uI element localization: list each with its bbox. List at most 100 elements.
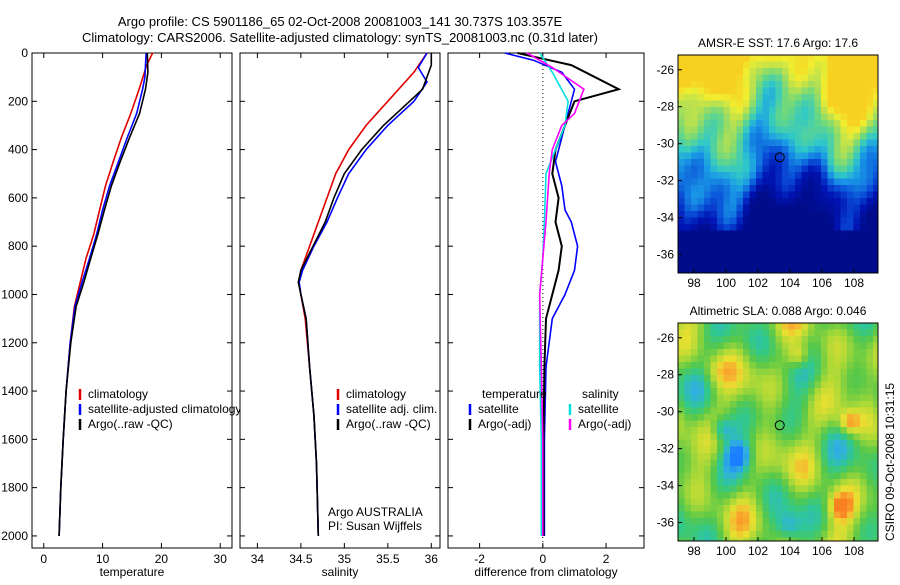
map-cell bbox=[704, 74, 712, 82]
map-cell bbox=[860, 472, 868, 480]
x-tick-label: 34 bbox=[251, 552, 265, 566]
map-cell bbox=[860, 100, 868, 108]
map-cell bbox=[684, 152, 692, 160]
map-cell bbox=[762, 375, 770, 383]
map-cell bbox=[775, 94, 783, 102]
map-cell bbox=[821, 113, 829, 121]
map-cell bbox=[782, 74, 790, 82]
map-cell bbox=[788, 191, 796, 199]
map-cell bbox=[814, 336, 822, 344]
map-cell bbox=[775, 505, 783, 513]
map-cell bbox=[756, 537, 764, 541]
map-cell bbox=[730, 420, 738, 428]
map-cell bbox=[736, 446, 744, 454]
map-cell bbox=[782, 349, 790, 357]
map-cell bbox=[691, 355, 699, 363]
map-cell bbox=[840, 466, 848, 474]
map-cell bbox=[801, 61, 809, 69]
map-cell bbox=[756, 472, 764, 480]
map-cell bbox=[710, 498, 718, 506]
map-cell bbox=[730, 381, 738, 389]
map-cell bbox=[743, 68, 751, 76]
map-cell bbox=[710, 230, 718, 238]
map-cell bbox=[762, 511, 770, 519]
map-cell bbox=[749, 368, 757, 376]
map-cell bbox=[853, 178, 861, 186]
map-cell bbox=[736, 191, 744, 199]
map-cell bbox=[840, 362, 848, 370]
map-cell bbox=[821, 375, 829, 383]
map-cell bbox=[808, 191, 816, 199]
map-cell bbox=[723, 211, 731, 219]
map-cell bbox=[762, 172, 770, 180]
map-cell bbox=[684, 524, 692, 532]
map-cell bbox=[749, 178, 757, 186]
map-cell bbox=[795, 472, 803, 480]
map-cell bbox=[775, 446, 783, 454]
map-cell bbox=[847, 87, 855, 95]
map-cell bbox=[769, 68, 777, 76]
map-cell bbox=[866, 492, 874, 500]
map-cell bbox=[782, 191, 790, 199]
map-cell bbox=[762, 349, 770, 357]
map-cell bbox=[827, 485, 835, 493]
map-cell bbox=[853, 211, 861, 219]
map-cell bbox=[684, 342, 692, 350]
x-tick-label: 106 bbox=[812, 544, 832, 558]
map-cell bbox=[710, 256, 718, 264]
map-cell bbox=[717, 440, 725, 448]
map-cell bbox=[866, 420, 874, 428]
map-cell bbox=[795, 224, 803, 232]
map-cell bbox=[710, 524, 718, 532]
map-cell bbox=[788, 152, 796, 160]
map-cell bbox=[814, 81, 822, 89]
map-cell bbox=[684, 204, 692, 212]
map-cell bbox=[834, 420, 842, 428]
map-cell bbox=[717, 472, 725, 480]
map-cell bbox=[853, 107, 861, 115]
map-cell bbox=[801, 269, 809, 273]
x-tick-label: 30 bbox=[214, 552, 228, 566]
y-tick-label: 800 bbox=[8, 239, 28, 253]
map-cell bbox=[782, 329, 790, 337]
map-cell bbox=[691, 479, 699, 487]
map-cell bbox=[808, 394, 816, 402]
map-cell bbox=[710, 250, 718, 258]
map-cell bbox=[801, 191, 809, 199]
y-tick-label: 1600 bbox=[1, 432, 28, 446]
map-cell bbox=[795, 453, 803, 461]
map-cell bbox=[866, 401, 874, 409]
map-cell bbox=[717, 120, 725, 128]
map-cell bbox=[827, 362, 835, 370]
map-cell bbox=[775, 217, 783, 225]
map-cell bbox=[821, 61, 829, 69]
map-cell bbox=[840, 120, 848, 128]
map-cell bbox=[710, 420, 718, 428]
map-cell bbox=[782, 185, 790, 193]
map-cell bbox=[756, 61, 764, 69]
map-cell bbox=[762, 263, 770, 271]
map-cell bbox=[795, 505, 803, 513]
map-cell bbox=[860, 479, 868, 487]
map-cell bbox=[730, 178, 738, 186]
map-cell bbox=[730, 94, 738, 102]
map-cell bbox=[743, 185, 751, 193]
map-cell bbox=[840, 152, 848, 160]
map-cell bbox=[678, 217, 686, 225]
map-cell bbox=[717, 342, 725, 350]
map-cell bbox=[775, 107, 783, 115]
map-cell bbox=[723, 511, 731, 519]
map-cell bbox=[788, 388, 796, 396]
x-tick-label: 10 bbox=[96, 552, 110, 566]
map-cell bbox=[762, 113, 770, 121]
map-cell bbox=[762, 368, 770, 376]
map-cell bbox=[743, 349, 751, 357]
map-cell bbox=[847, 107, 855, 115]
map-cell bbox=[697, 211, 705, 219]
map-cell bbox=[873, 407, 878, 415]
map-cell bbox=[684, 362, 692, 370]
map-cell bbox=[801, 120, 809, 128]
map-cell bbox=[860, 61, 868, 69]
map-cell bbox=[788, 375, 796, 383]
map-cell bbox=[730, 479, 738, 487]
